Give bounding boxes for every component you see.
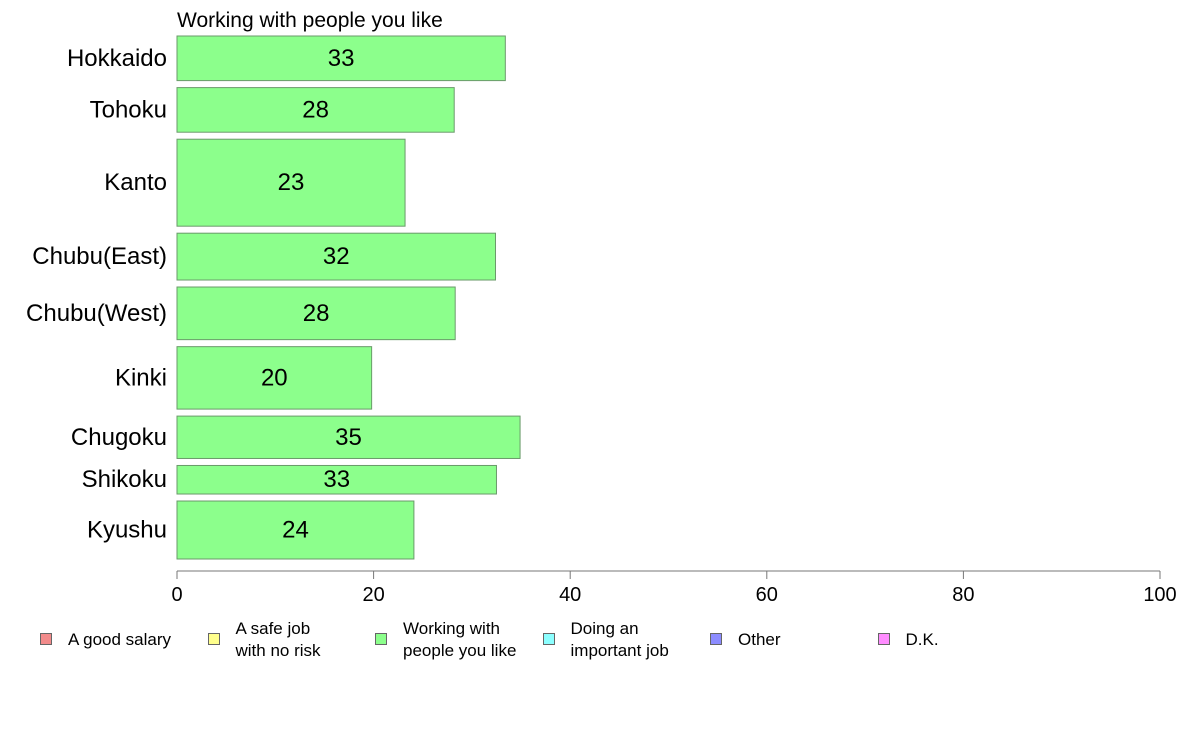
x-tick-label: 20: [362, 584, 384, 606]
chart-title: Working with people you like: [177, 9, 443, 32]
legend-label: D.K.: [905, 630, 939, 649]
legend-swatch: [877, 633, 890, 645]
legend-item: Other: [710, 618, 781, 651]
legend-label: Working with people you like: [403, 619, 517, 660]
bar-value-label: 32: [323, 243, 350, 270]
bar-hokkaido: [176, 35, 506, 82]
bar-chugoku: [176, 415, 521, 459]
legend-swatch: [542, 633, 555, 645]
bar-value-label: 33: [328, 45, 355, 72]
legend-swatch: [40, 633, 52, 645]
bar-chubu-east: [176, 232, 496, 281]
category-label: Kanto: [104, 169, 167, 196]
bar-value-label: 23: [278, 169, 305, 196]
legend-swatch: [375, 633, 387, 645]
bar-kinki: [176, 346, 373, 410]
legend-item: Doing an important job: [542, 618, 669, 662]
bar-chubu-west: [176, 286, 456, 341]
legend-swatch: [207, 633, 220, 645]
legend-label: Doing an important job: [570, 619, 669, 660]
x-tick-label: 40: [559, 584, 581, 606]
bar-value-label: 28: [302, 96, 329, 123]
bar-chart: Working with people you like Hokkaido 33 T…: [26, 9, 1177, 606]
legend: A good salary A safe job with no risk Work…: [0, 618, 1188, 678]
legend-swatch: [710, 633, 722, 645]
category-label: Chugoku: [71, 424, 167, 451]
legend-item: A good salary: [40, 618, 171, 651]
legend-label: Other: [738, 630, 781, 649]
category-label: Tohoku: [90, 96, 167, 123]
x-tick-label: 60: [756, 584, 778, 606]
legend-label: A safe job with no risk: [235, 619, 321, 660]
bar-value-label: 24: [282, 517, 309, 544]
bar-kanto: [176, 138, 406, 227]
category-label: Shikoku: [82, 466, 167, 493]
x-axis: 0 20 40 60 80 100: [171, 570, 1177, 606]
x-tick-label: 0: [171, 584, 182, 606]
category-label: Chubu(East): [32, 243, 167, 270]
bar-value-label: 33: [323, 466, 350, 493]
legend-item: A safe job with no risk: [207, 618, 321, 662]
category-label: Kyushu: [87, 517, 167, 544]
bars-group: Hokkaido 33 Tohoku 28 Kanto 23 Chubu(East) 32 Ch…: [26, 35, 521, 560]
bar-value-label: 20: [261, 364, 288, 391]
bar-tohoku: [176, 87, 455, 133]
legend-label: A good salary: [68, 630, 172, 649]
legend-item: D.K.: [877, 618, 939, 651]
category-label: Hokkaido: [67, 45, 167, 72]
bar-value-label: 35: [335, 424, 362, 451]
bar-shikoku: [176, 464, 497, 495]
category-label: Kinki: [115, 364, 167, 391]
bar-kyushu: [176, 500, 415, 560]
x-tick-label: 100: [1143, 584, 1176, 606]
category-label: Chubu(West): [26, 300, 167, 327]
x-tick-label: 80: [952, 584, 974, 606]
legend-item: Working with people you like: [375, 618, 516, 662]
bar-value-label: 28: [303, 300, 330, 327]
